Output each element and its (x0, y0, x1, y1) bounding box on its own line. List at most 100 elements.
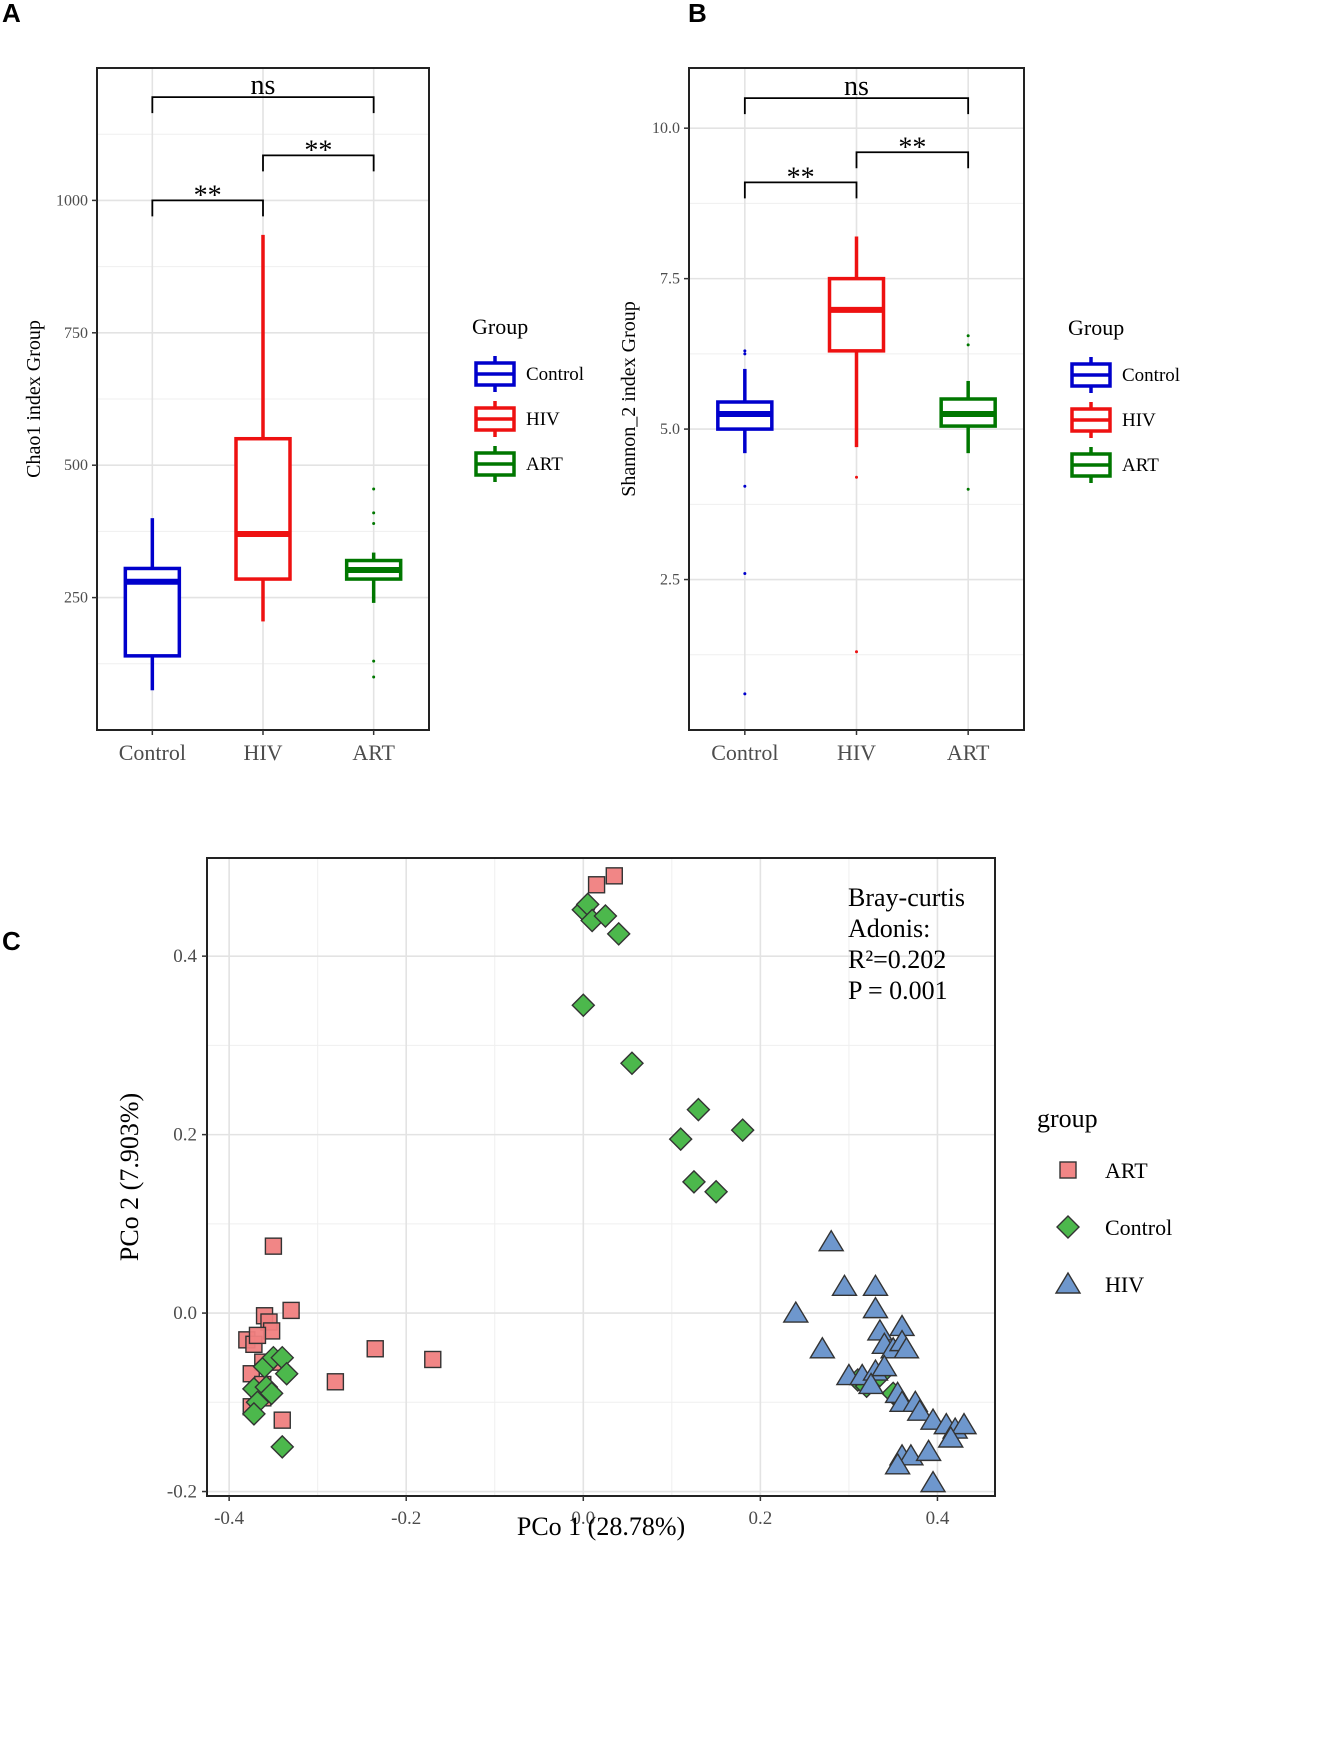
box-control (716, 349, 774, 696)
significance-label: ns (251, 70, 276, 101)
legend-label: ART (1122, 455, 1159, 476)
outlier-point (966, 487, 970, 491)
data-point (950, 1412, 978, 1435)
x-tick-label: -0.2 (391, 1508, 421, 1529)
legend-key (1056, 1215, 1080, 1239)
legend-title: Group (1068, 315, 1124, 340)
bracket-line (151, 96, 375, 114)
data-point (884, 1452, 911, 1475)
legend-item-hiv: HIV (474, 401, 560, 437)
data-point (606, 921, 631, 946)
series-hiv (782, 1229, 978, 1493)
data-point (730, 1118, 755, 1143)
outlier-point (743, 692, 747, 696)
box-art (939, 334, 997, 491)
legend-key (1054, 1271, 1082, 1294)
shannon-boxplot: ** ** ns 2.5 5.0 7.5 10.0 Control HIV ART Shannon_… (618, 67, 1180, 765)
x-tick-label: HIV (243, 740, 282, 765)
significance-label: ns (844, 71, 869, 102)
significance-label: ** (194, 180, 222, 211)
data-point (704, 1179, 729, 1204)
data-point (668, 1127, 693, 1152)
legend-label: Control (526, 364, 584, 385)
legend-item-control: Control (1070, 357, 1180, 393)
outlier-point (743, 572, 747, 576)
data-point (809, 1336, 836, 1359)
annotation-line: P = 0.001 (848, 976, 948, 1005)
data-point (893, 1336, 920, 1359)
legend-item-control: Control (1056, 1215, 1172, 1240)
x-tick-label: HIV (837, 740, 876, 765)
panel-letter-b: B (688, 0, 707, 28)
data-point (871, 1354, 898, 1377)
legend-label: HIV (1122, 410, 1156, 431)
outlier-point (372, 659, 376, 663)
data-point (866, 1318, 894, 1341)
annotation-line: Adonis: (848, 914, 930, 943)
significance-bracket: ** (151, 180, 264, 217)
series-art (238, 867, 623, 1429)
legend-label: HIV (526, 409, 560, 430)
data-point (326, 1373, 345, 1391)
bracket-line (151, 199, 264, 217)
legend-item-control: Control (474, 356, 584, 392)
outlier-point (966, 343, 970, 347)
x-axis-title: PCo 1 (28.78%) (517, 1512, 685, 1541)
data-point (906, 1398, 933, 1421)
bracket-line (855, 151, 970, 169)
annotation-line: R²=0.202 (848, 945, 946, 974)
outlier-point (372, 487, 376, 491)
data-point (605, 867, 623, 885)
data-point (274, 1361, 299, 1386)
significance-bracket: ** (855, 132, 970, 169)
chao1-boxplot: ** ** ns 250 500 750 1000 Control HIV ART Chao1 in… (23, 67, 584, 765)
data-point (587, 876, 606, 894)
outlier-point (855, 650, 858, 654)
data-point (264, 1237, 283, 1255)
data-point (857, 1372, 885, 1395)
outlier-point (743, 352, 747, 356)
legend-key (1059, 1161, 1077, 1179)
box-control (123, 518, 182, 691)
data-point (919, 1470, 947, 1493)
legend-title: group (1037, 1104, 1098, 1133)
data-point (782, 1300, 810, 1323)
outlier-point (372, 521, 376, 525)
outlier-point (743, 349, 747, 353)
data-point (619, 1051, 644, 1076)
legend-item-art: ART (1059, 1158, 1148, 1183)
legend: group ART Control HIV (1037, 1104, 1172, 1297)
legend-label: Control (1122, 365, 1180, 386)
data-point (593, 904, 618, 928)
data-point (241, 1401, 266, 1426)
data-point (366, 1340, 384, 1358)
box-art (344, 487, 403, 679)
y-tick-label: 5.0 (660, 421, 680, 438)
pcoa-scatter: -0.4 -0.2 0.0 0.2 0.4 -0.2 0.0 0.2 0.4 PCo 1 (28.… (115, 857, 1172, 1541)
legend-item-art: ART (1070, 447, 1159, 483)
outlier-point (966, 334, 970, 338)
legend-item-hiv: HIV (1070, 402, 1156, 438)
box-hiv (234, 234, 292, 622)
x-tick-label: ART (352, 740, 395, 765)
y-tick-label: 0.0 (173, 1303, 197, 1324)
data-point (259, 1381, 284, 1406)
iqr-box (827, 276, 886, 353)
bracket-line (743, 181, 858, 199)
iqr-box (234, 436, 292, 581)
data-point (424, 1350, 442, 1369)
y-tick-label: 10.0 (652, 120, 680, 137)
x-tick-label: 0.0 (571, 1508, 595, 1529)
legend-label: ART (526, 454, 563, 475)
bracket-line (262, 154, 375, 172)
significance-bracket: ** (743, 162, 858, 199)
data-point (817, 1229, 845, 1252)
legend-item-art: ART (474, 446, 563, 482)
outlier-point (855, 475, 858, 479)
x-tick-label: Control (119, 740, 186, 765)
outlier-point (372, 511, 376, 515)
annotation-line: Bray-curtis (848, 883, 965, 912)
legend-label: Control (1105, 1215, 1172, 1240)
